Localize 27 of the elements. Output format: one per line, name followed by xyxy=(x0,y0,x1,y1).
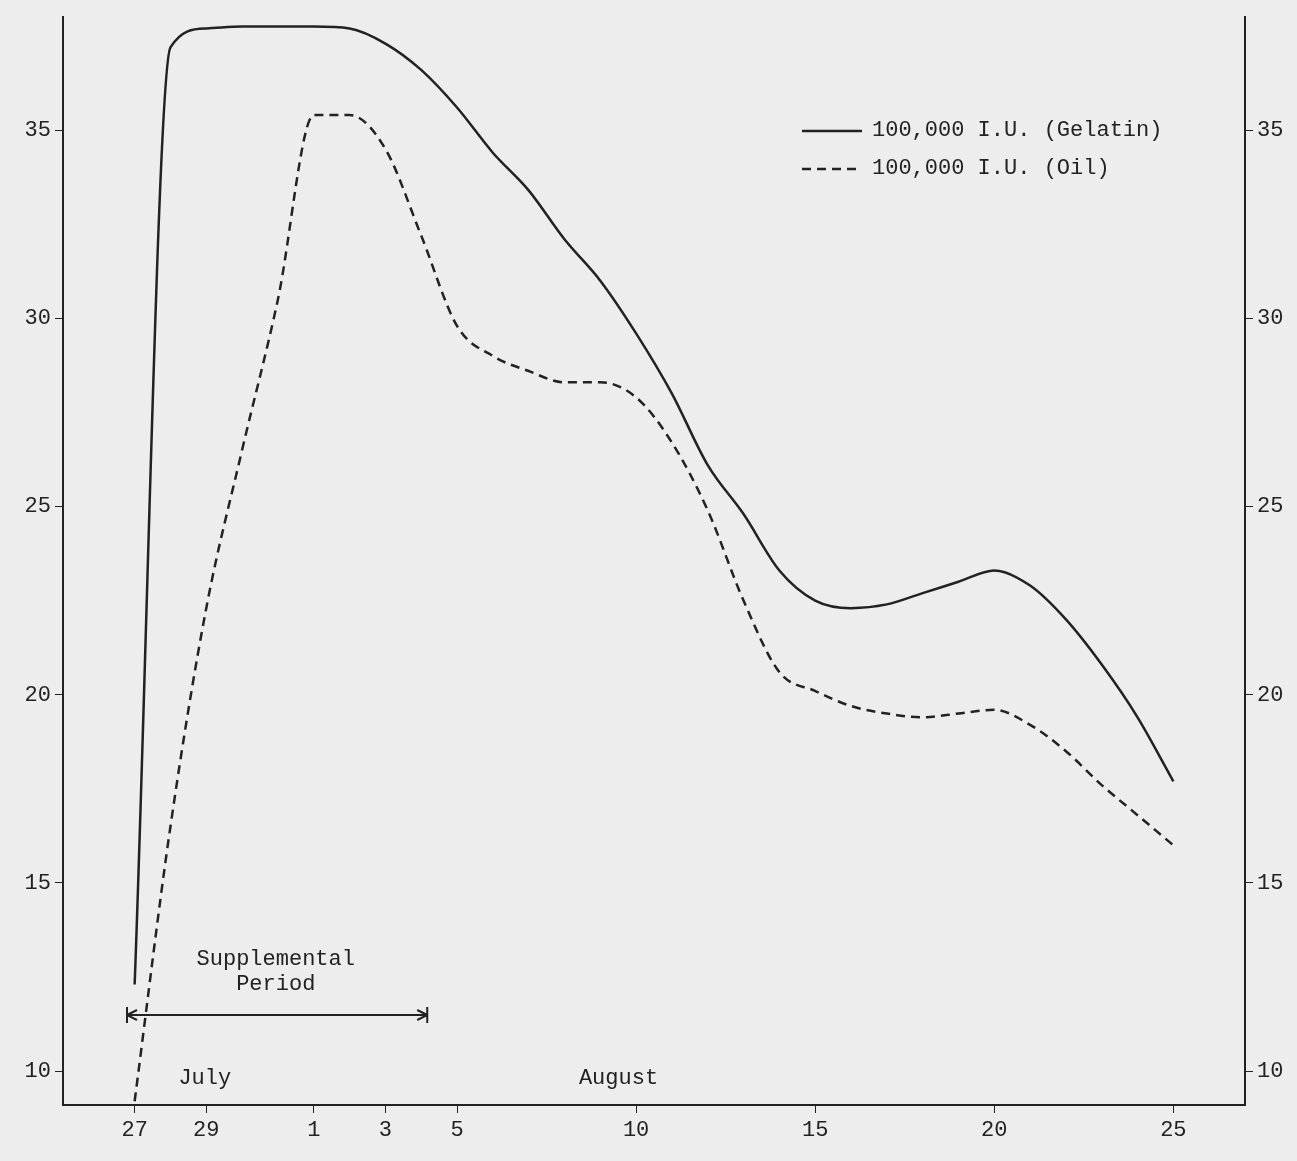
annotation: August xyxy=(577,1065,660,1091)
legend-label: 100,000 I.U. (Oil) xyxy=(872,156,1110,181)
y-tick-label: 10 xyxy=(24,1058,51,1084)
annotation: Supplemental Period xyxy=(195,947,356,998)
y2-tick-label: 25 xyxy=(1257,494,1284,520)
y-tick-label: 15 xyxy=(24,870,51,896)
x-tick-label: 3 xyxy=(378,1118,392,1144)
x-tick-label: 20 xyxy=(981,1118,1008,1144)
y-tick-label: 30 xyxy=(24,306,51,332)
y2-tick-label: 10 xyxy=(1257,1058,1284,1084)
x-tick-label: 27 xyxy=(121,1118,148,1144)
annotation: July xyxy=(177,1065,233,1091)
y2-tick-label: 20 xyxy=(1257,682,1284,708)
x-tick-label: 1 xyxy=(307,1118,321,1144)
x-tick-label: 15 xyxy=(801,1118,829,1144)
y-tick-label: 35 xyxy=(24,117,51,143)
x-tick-label: 5 xyxy=(450,1118,464,1144)
y-tick-label: 25 xyxy=(24,494,51,520)
y2-tick-label: 15 xyxy=(1257,870,1284,896)
x-tick-label: 25 xyxy=(1160,1118,1187,1144)
x-tick-label: 29 xyxy=(193,1118,220,1144)
line-series xyxy=(133,113,1175,1103)
y2-tick-label: 35 xyxy=(1257,117,1284,143)
x-tick-label: 10 xyxy=(622,1118,650,1144)
y2-tick-label: 30 xyxy=(1257,306,1284,332)
y-tick-label: 20 xyxy=(24,682,51,708)
legend-label: 100,000 I.U. (Gelatin) xyxy=(872,118,1163,143)
